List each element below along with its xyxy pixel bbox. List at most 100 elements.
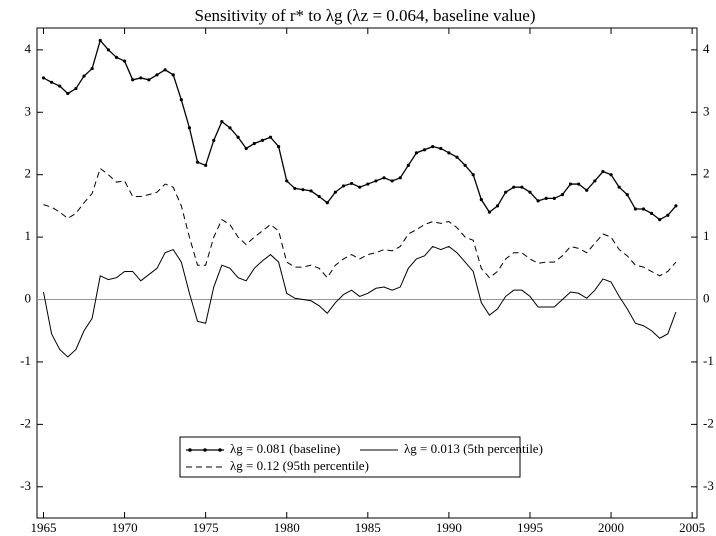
line-marker	[49, 80, 54, 84]
y-tick-label: -1	[20, 353, 31, 368]
y-tick-label: 4	[25, 41, 32, 56]
y-tick-label: -2	[20, 415, 31, 430]
y-tick-label: 2	[25, 166, 32, 181]
line-marker	[666, 213, 670, 217]
line-marker	[609, 173, 613, 177]
line-marker	[349, 181, 354, 186]
line-marker	[358, 185, 362, 189]
line-marker	[98, 38, 102, 43]
line-marker	[398, 176, 402, 180]
line-marker	[325, 201, 329, 205]
line-marker	[374, 179, 378, 183]
line-marker	[560, 193, 565, 197]
line-marker	[625, 193, 629, 197]
line-marker	[252, 141, 256, 146]
line-marker	[139, 76, 143, 80]
line-marker	[244, 146, 248, 151]
line-marker	[309, 189, 313, 193]
line-marker	[487, 210, 492, 214]
y-tick-label: 0	[25, 291, 32, 306]
line-marker	[236, 135, 240, 139]
line-marker	[585, 188, 589, 192]
line-marker	[82, 74, 86, 78]
line-marker	[317, 194, 321, 199]
line-marker	[212, 138, 216, 142]
line-marker	[293, 186, 297, 191]
line-marker	[520, 185, 524, 189]
line-marker	[204, 163, 208, 167]
line-marker	[528, 190, 532, 194]
y2-tick-label: 0	[703, 291, 710, 306]
line-marker	[512, 185, 516, 189]
line-marker	[390, 179, 394, 183]
line-marker	[171, 73, 175, 77]
y2-tick-label: -3	[703, 478, 714, 493]
series-line	[42, 245, 677, 358]
x-tick-label: 2005	[679, 520, 705, 535]
y2-tick-label: 1	[703, 228, 710, 243]
x-tick-label: 1980	[274, 520, 300, 535]
line-marker	[463, 163, 467, 167]
line-marker	[58, 84, 62, 88]
line-marker	[163, 68, 167, 72]
line-marker	[90, 66, 94, 71]
line-marker	[593, 179, 597, 183]
x-tick-label: 1995	[517, 520, 543, 535]
line-marker	[155, 73, 159, 77]
line-marker	[333, 190, 337, 194]
y-tick-label: -3	[20, 478, 31, 493]
line-marker	[106, 48, 110, 52]
line-marker	[617, 185, 621, 189]
chart-title: Sensitivity of r* to λg (λz = 0.064, bas…	[195, 6, 536, 25]
line-marker	[471, 173, 475, 177]
line-marker	[455, 155, 459, 159]
y2-tick-label: 3	[703, 103, 710, 118]
line-marker	[674, 204, 678, 208]
line-marker	[568, 182, 573, 186]
line-marker	[544, 196, 548, 201]
line-marker	[366, 182, 370, 186]
line-marker	[114, 55, 119, 59]
line-marker	[633, 207, 637, 211]
line-marker	[406, 163, 410, 167]
x-tick-label: 1975	[193, 520, 219, 535]
y-tick-label: 1	[25, 228, 32, 243]
line-marker	[66, 91, 70, 96]
x-tick-label: 2000	[598, 520, 624, 535]
line-marker	[220, 120, 224, 124]
line-marker	[285, 179, 289, 183]
series-line	[43, 167, 677, 279]
legend-marker	[203, 448, 207, 452]
line-marker	[641, 207, 646, 211]
line-marker	[504, 190, 508, 194]
line-marker	[577, 182, 581, 186]
legend-label: λg = 0.081 (baseline)	[230, 441, 340, 456]
line-marker	[74, 86, 78, 91]
plot-frame	[36, 27, 698, 519]
line-marker	[341, 184, 346, 188]
line-marker	[131, 78, 135, 82]
line-marker	[382, 176, 386, 180]
line-marker	[479, 198, 483, 202]
legend-marker	[188, 448, 192, 452]
line-marker	[260, 138, 265, 142]
line-marker	[495, 204, 500, 208]
y-tick-label: 3	[25, 103, 32, 118]
legend-box	[179, 436, 521, 478]
line-marker	[187, 126, 192, 130]
line-marker	[122, 59, 127, 63]
line-marker	[301, 188, 305, 192]
line-marker	[268, 135, 273, 139]
line-marker	[601, 169, 605, 174]
y2-tick-label: -1	[703, 353, 714, 368]
legend-marker	[218, 448, 222, 452]
line-marker	[179, 98, 183, 102]
legend-label: λg = 0.013 (5th percentile)	[404, 441, 543, 456]
line-marker	[439, 146, 443, 151]
y2-tick-label: 2	[703, 166, 710, 181]
line-marker	[658, 218, 662, 222]
x-tick-label: 1970	[112, 520, 138, 535]
line-marker	[431, 144, 435, 149]
y2-tick-label: 4	[703, 41, 710, 56]
